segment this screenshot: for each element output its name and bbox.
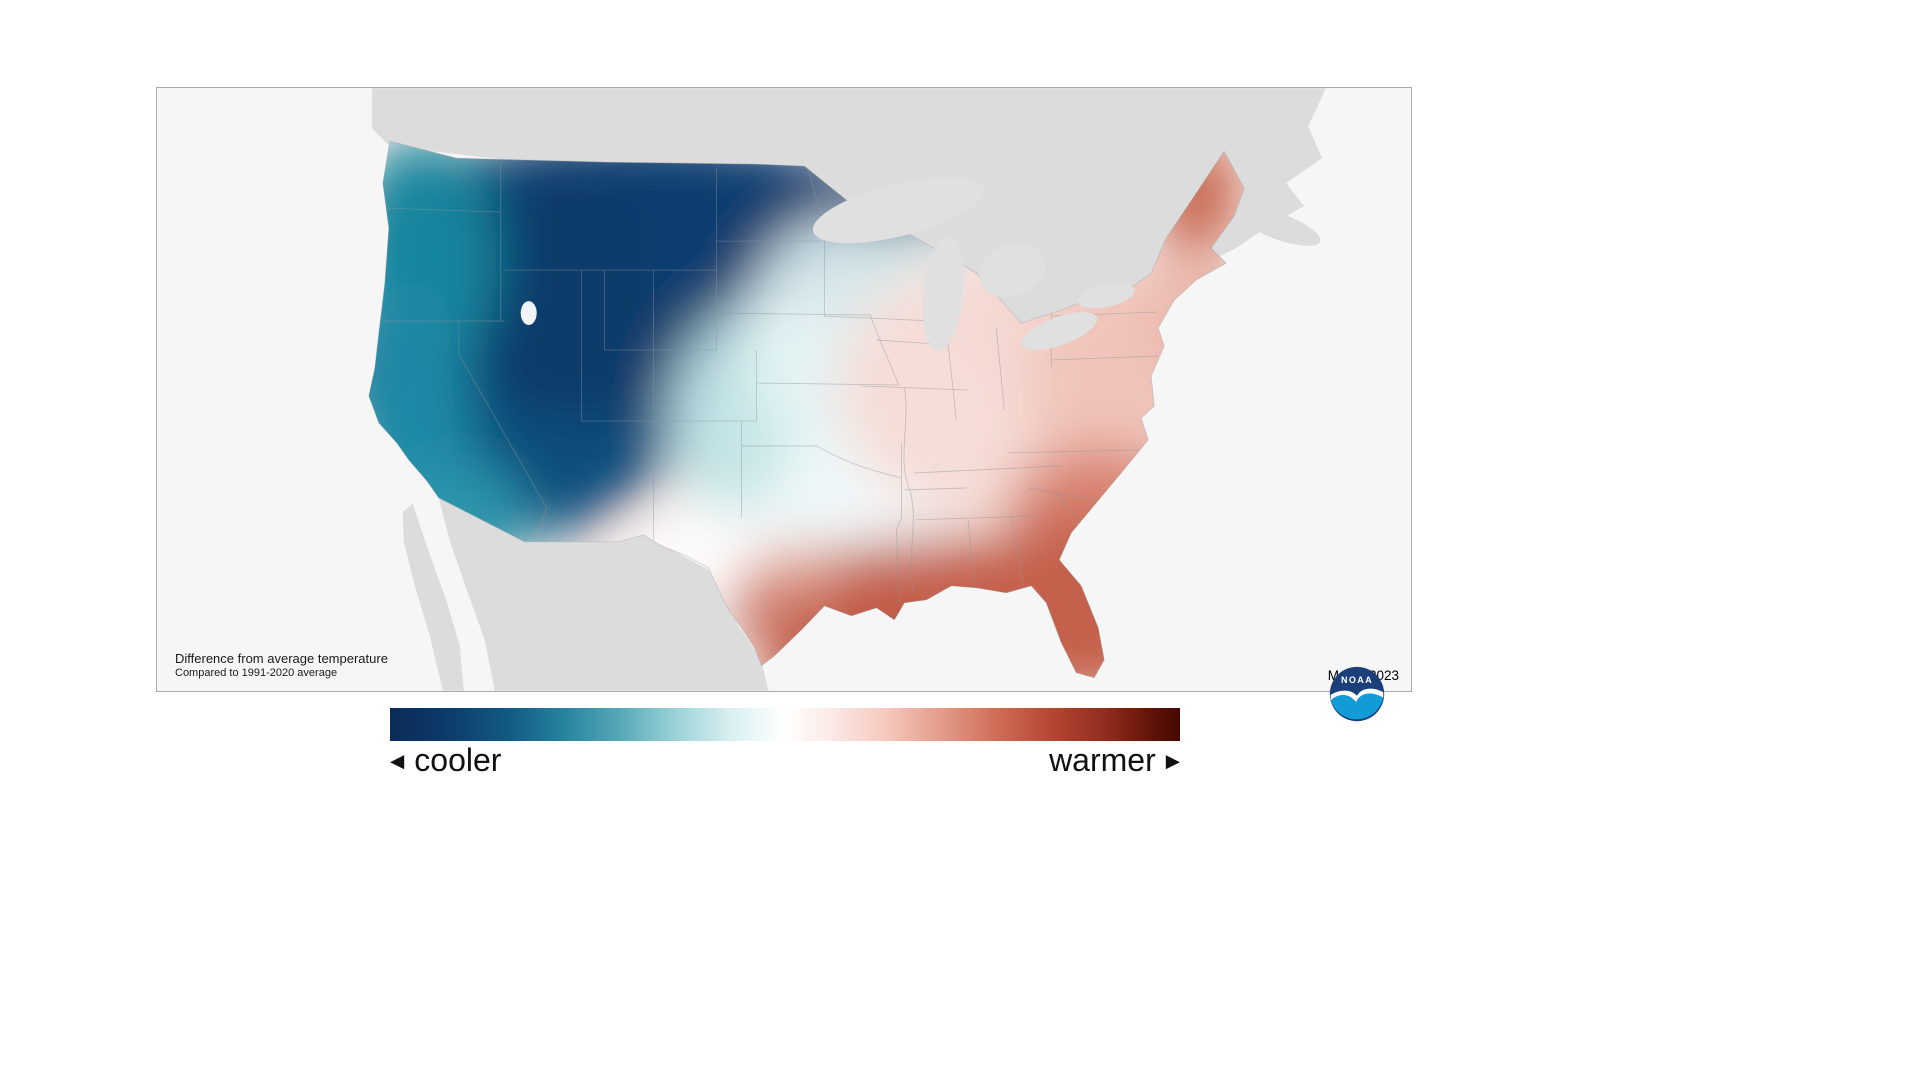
baja-california — [402, 503, 464, 691]
noaa-logo-icon: NOAA — [1329, 666, 1384, 722]
warmer-arrow-icon: ▶ — [1165, 750, 1180, 771]
us-anomaly-map — [157, 88, 1411, 691]
noaa-gull-icon — [1330, 688, 1383, 703]
caption-title: Difference from average temperature — [175, 651, 388, 666]
cooler-label: cooler — [414, 742, 502, 778]
warmer-label: warmer — [1049, 742, 1156, 778]
lake-michigan — [922, 235, 965, 351]
caption-subtitle: Compared to 1991-2020 average — [175, 667, 338, 680]
mexico-landmass — [402, 497, 769, 691]
lake-ontario — [1077, 283, 1135, 309]
great-salt-lake — [520, 301, 537, 326]
lake-huron — [979, 242, 1046, 298]
cooler-arrow-icon: ◀ — [390, 750, 405, 771]
map-caption: Difference from average temperature Comp… — [175, 651, 388, 681]
lake-erie — [1021, 312, 1098, 351]
noaa-branding: NOAA March 2023 — [1328, 665, 1399, 722]
canada-landmass — [371, 88, 1327, 339]
map-panel: Difference from average temperature Comp… — [156, 87, 1412, 722]
state-borders — [382, 164, 1159, 603]
lake-superior — [812, 177, 984, 244]
nova-scotia — [1235, 206, 1321, 246]
great-lakes — [812, 177, 1135, 351]
noaa-logo-text: NOAA — [1341, 675, 1373, 685]
color-scale-labels: ◀ cooler warmer ▶ — [390, 742, 1180, 779]
warmer-side: warmer ▶ — [1049, 742, 1180, 779]
prince-edward-island — [1239, 189, 1263, 200]
color-scale-bar — [390, 708, 1180, 741]
cooler-side: ◀ cooler — [390, 742, 501, 779]
